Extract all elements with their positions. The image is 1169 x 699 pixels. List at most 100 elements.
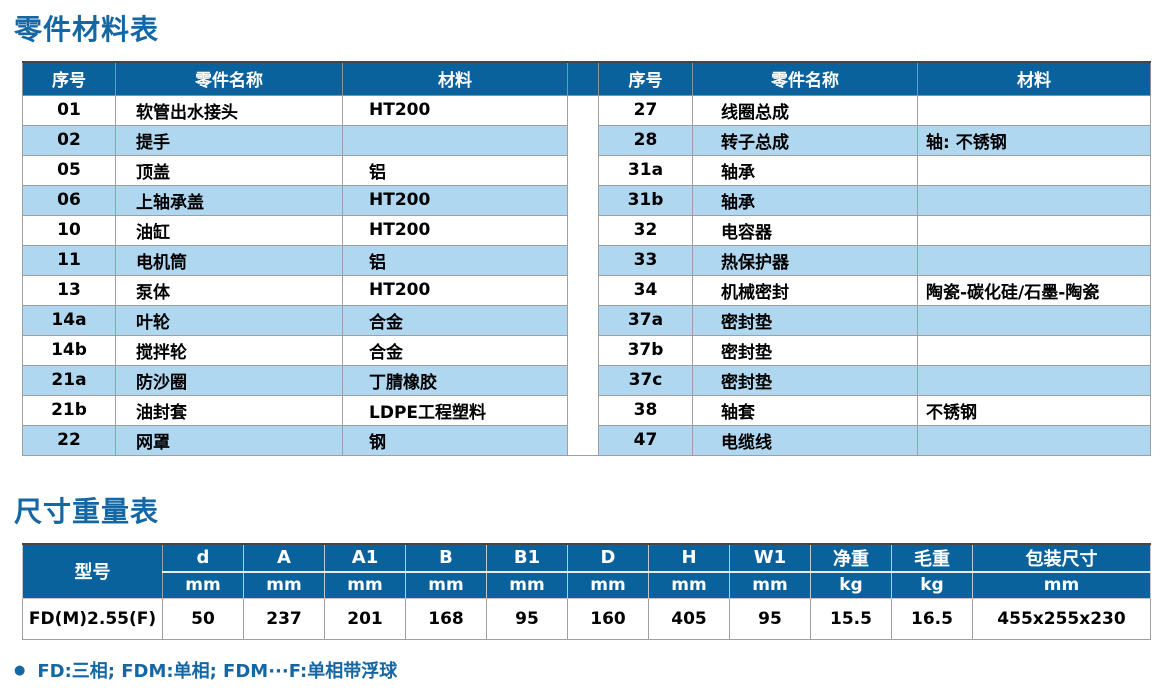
dims-col-header: d — [162, 543, 244, 572]
col-header-name-right: 零件名称 — [692, 61, 918, 96]
dims-unit-header: mm — [567, 570, 649, 599]
bullet-icon: ● — [14, 662, 26, 678]
part-material-cell: 铝 — [342, 244, 568, 276]
dims-data-row: FD(M)2.55(F) 50 237 201 168 95 160 405 95 15.5 16.… — [22, 598, 1151, 640]
part-name-cell: 轴套 — [692, 394, 918, 426]
part-row: 11 电机筒铝 33 热保护器 — [22, 244, 1151, 276]
part-name-cell: 网罩 — [115, 424, 343, 456]
part-row: 10 油缸 HT200 32 电容器 — [22, 214, 1151, 246]
part-name-cell: 电缆线 — [692, 424, 918, 456]
dims-unit-header: mm — [729, 570, 811, 599]
part-material-cell — [917, 304, 1151, 336]
dims-weight-table: 型号 d A A1 B B1 D H W1 净重 毛重 包装尺寸 mm mm mm mm mm mm mm mm k… — [22, 542, 1151, 640]
part-row: 02 提手 28 转子总成 轴: 不锈钢 — [22, 124, 1151, 156]
dims-unit-header: mm — [405, 570, 487, 599]
part-material-cell: 钢 — [342, 424, 568, 456]
part-name-cell: 油封套 — [115, 394, 343, 426]
part-material-cell — [917, 244, 1151, 276]
dims-col-header: H — [648, 543, 730, 572]
part-no-cell: 28 — [598, 124, 693, 156]
parts-material-table: 序号 零件名称 材料 序号 零件名称 材料 01 软管出水接头 HT200 27 线圈总… — [22, 61, 1151, 456]
part-material-cell: LDPE工程塑料 — [342, 394, 568, 426]
value-cell: 237 — [243, 598, 325, 640]
part-name-cell: 轴承 — [692, 154, 918, 186]
value-cell: 168 — [405, 598, 487, 640]
value-cell: 405 — [648, 598, 730, 640]
value-cell: 201 — [324, 598, 406, 640]
part-no-cell: 21a — [22, 364, 116, 396]
part-row: 21a 防沙圈 丁腈橡胶 37c 密封垫 — [22, 364, 1151, 396]
part-material-cell: 铝 — [342, 154, 568, 186]
part-material-cell — [917, 424, 1151, 456]
part-row: 05 顶盖铝 31a 轴承 — [22, 154, 1151, 186]
part-material-cell: HT200 — [342, 94, 568, 126]
part-material-cell: 丁腈橡胶 — [342, 364, 568, 396]
dims-unit-header: mm — [486, 570, 568, 599]
model-cell: FD(M)2.55(F) — [22, 598, 163, 640]
part-no-cell: 02 — [22, 124, 116, 156]
dims-table-body: FD(M)2.55(F) 50 237 201 168 95 160 405 95 15.5 16.… — [22, 598, 1151, 640]
value-cell: 95 — [729, 598, 811, 640]
part-name-cell: 转子总成 — [692, 124, 918, 156]
part-name-cell: 油缸 — [115, 214, 343, 246]
part-row: 22 网罩钢 47 电缆线 — [22, 424, 1151, 456]
part-material-cell: HT200 — [342, 274, 568, 306]
part-no-cell: 38 — [598, 394, 693, 426]
col-header-model: 型号 — [22, 543, 163, 599]
part-name-cell: 顶盖 — [115, 154, 343, 186]
dims-col-header: 净重 — [810, 543, 892, 572]
part-name-cell: 电机筒 — [115, 244, 343, 276]
dims-unit-header: mm — [162, 570, 244, 599]
col-header-no-left: 序号 — [22, 61, 116, 96]
part-material-cell — [917, 154, 1151, 186]
col-header-no-right: 序号 — [598, 61, 693, 96]
part-no-cell: 14b — [22, 334, 116, 366]
part-material-cell — [917, 334, 1151, 366]
parts-table-body: 01 软管出水接头 HT200 27 线圈总成 02 提手 28 转子总成 轴: 不锈钢 05 顶盖铝… — [22, 94, 1151, 456]
dims-header-label-row: 型号 d A A1 B B1 D H W1 净重 毛重 包装尺寸 — [22, 543, 1151, 599]
dims-col-header: 毛重 — [891, 543, 973, 572]
part-name-cell: 轴承 — [692, 184, 918, 216]
col-header-material-right: 材料 — [917, 61, 1151, 96]
part-no-cell: 13 — [22, 274, 116, 306]
part-no-cell: 47 — [598, 424, 693, 456]
part-no-cell: 37c — [598, 364, 693, 396]
part-row: 06 上轴承盖 HT200 31b 轴承 — [22, 184, 1151, 216]
dims-unit-header: kg — [810, 570, 892, 599]
part-material-cell: 陶瓷-碳化硅/石墨-陶瓷 — [917, 274, 1151, 306]
part-name-cell: 电容器 — [692, 214, 918, 246]
part-no-cell: 32 — [598, 214, 693, 246]
dims-header-unit-row: mm mm mm mm mm mm mm mm kg kg mm — [23, 570, 1151, 599]
dims-unit-header: mm — [243, 570, 325, 599]
part-material-cell — [917, 364, 1151, 396]
part-name-cell: 上轴承盖 — [115, 184, 343, 216]
dims-col-header: D — [567, 543, 649, 572]
part-row: 21b 油封套 LDPE工程塑料 38 轴套 不锈钢 — [22, 394, 1151, 426]
part-name-cell: 热保护器 — [692, 244, 918, 276]
part-name-cell: 防沙圈 — [115, 364, 343, 396]
dims-col-header: A1 — [324, 543, 406, 572]
part-material-cell: 不锈钢 — [917, 394, 1151, 426]
part-name-cell: 机械密封 — [692, 274, 918, 306]
spacer-cell — [567, 94, 599, 456]
value-cell: 455x255x230 — [972, 598, 1151, 640]
part-material-cell — [917, 184, 1151, 216]
dims-unit-header: mm — [648, 570, 730, 599]
dims-col-header: A — [243, 543, 325, 572]
part-name-cell: 搅拌轮 — [115, 334, 343, 366]
value-cell: 50 — [162, 598, 244, 640]
part-name-cell: 提手 — [115, 124, 343, 156]
dims-unit-header: mm — [324, 570, 406, 599]
part-material-cell: 合金 — [342, 334, 568, 366]
part-material-cell: HT200 — [342, 184, 568, 216]
dims-unit-header: mm — [972, 570, 1151, 599]
part-no-cell: 05 — [22, 154, 116, 186]
part-no-cell: 01 — [22, 94, 116, 126]
part-row: 01 软管出水接头 HT200 27 线圈总成 — [22, 94, 1151, 456]
part-material-cell: 轴: 不锈钢 — [917, 124, 1151, 156]
part-material-cell — [917, 94, 1151, 126]
part-name-cell: 线圈总成 — [692, 94, 918, 126]
dims-table-title: 尺寸重量表 — [14, 494, 160, 528]
part-name-cell: 叶轮 — [115, 304, 343, 336]
dims-unit-header: kg — [891, 570, 973, 599]
